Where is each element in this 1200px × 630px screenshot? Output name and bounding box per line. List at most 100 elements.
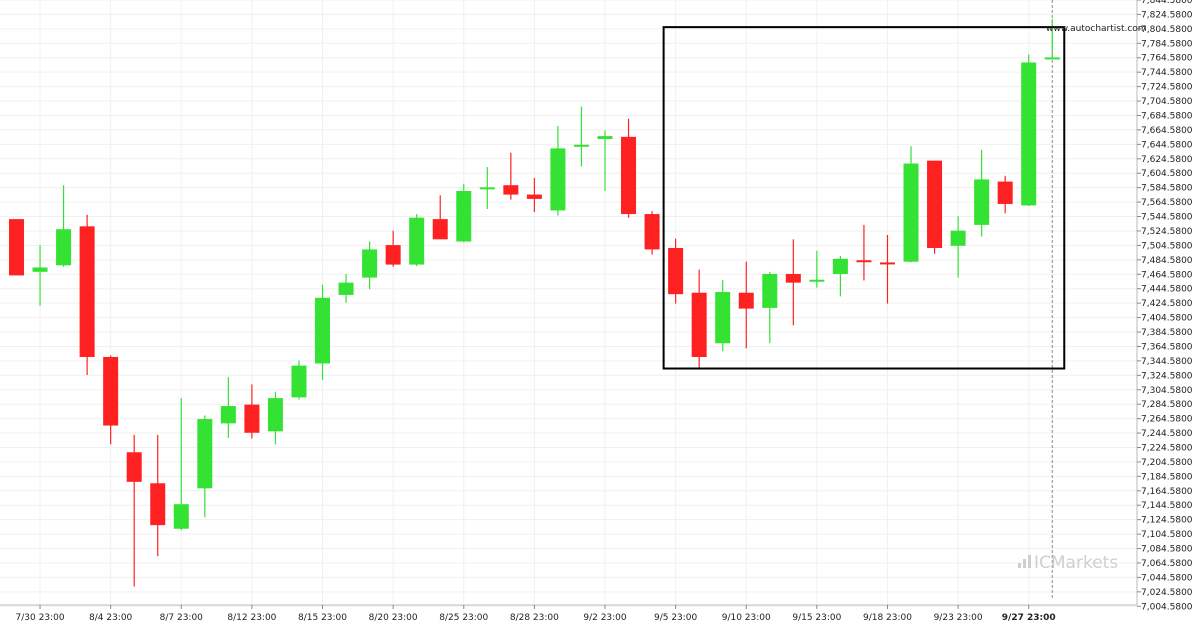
candle-bearish bbox=[785, 239, 801, 326]
candle-bearish bbox=[856, 224, 872, 281]
y-tick-label: 7,164.5800 bbox=[1141, 487, 1193, 497]
candle-bullish bbox=[338, 273, 354, 303]
candle-body bbox=[997, 181, 1013, 204]
candle-body bbox=[1044, 57, 1060, 60]
y-tick-label: 7,244.5800 bbox=[1141, 429, 1193, 439]
y-tick-label: 7,344.5800 bbox=[1141, 357, 1193, 367]
x-tick-label: 9/10 23:00 bbox=[722, 613, 771, 623]
y-tick-label: 7,524.5800 bbox=[1141, 227, 1193, 237]
y-tick-label: 7,784.5800 bbox=[1141, 39, 1193, 49]
candle-bearish bbox=[385, 230, 401, 267]
y-tick-label: 7,684.5800 bbox=[1141, 111, 1193, 121]
candle-bullish bbox=[173, 398, 189, 531]
candle-bearish bbox=[997, 175, 1013, 214]
candle-bearish bbox=[691, 269, 707, 369]
y-tick-label: 7,804.5800 bbox=[1141, 25, 1193, 35]
candle-body bbox=[974, 179, 990, 225]
x-tick-label: 8/12 23:00 bbox=[227, 613, 276, 623]
candle-bearish bbox=[927, 160, 943, 254]
y-tick-label: 7,764.5800 bbox=[1141, 54, 1193, 64]
y-tick-label: 7,364.5800 bbox=[1141, 342, 1193, 352]
candle-bullish bbox=[197, 415, 213, 518]
y-tick-label: 7,004.5800 bbox=[1141, 602, 1193, 612]
candle-body bbox=[809, 279, 825, 282]
y-tick-label: 7,824.5800 bbox=[1141, 10, 1193, 20]
candle-body bbox=[150, 483, 166, 526]
pattern-box bbox=[662, 26, 1066, 370]
candle-body bbox=[291, 365, 307, 398]
candle-body bbox=[197, 419, 213, 489]
candle-bearish bbox=[79, 214, 95, 376]
y-tick-label: 7,284.5800 bbox=[1141, 400, 1193, 410]
candle-bearish bbox=[644, 211, 660, 255]
candle-body bbox=[56, 229, 72, 266]
y-tick-label: 7,264.5800 bbox=[1141, 415, 1193, 425]
y-tick-label: 7,604.5800 bbox=[1141, 169, 1193, 179]
candle-body bbox=[573, 144, 589, 147]
candle-body bbox=[526, 194, 542, 199]
y-axis: 7,004.5800 7,024.5800 7,044.5800 7,064.5800… bbox=[1137, 0, 1193, 612]
x-tick-label: 8/15 23:00 bbox=[298, 613, 347, 623]
y-tick-label: 7,064.5800 bbox=[1141, 559, 1193, 569]
brand-bars-icon bbox=[1018, 555, 1031, 568]
y-tick-label: 7,844.5800 bbox=[1141, 0, 1193, 6]
y-tick-label: 7,404.5800 bbox=[1141, 314, 1193, 324]
candle-bullish bbox=[409, 214, 425, 267]
x-tick-label: 8/7 23:00 bbox=[160, 613, 204, 623]
y-tick-label: 7,204.5800 bbox=[1141, 458, 1193, 468]
y-tick-label: 7,664.5800 bbox=[1141, 126, 1193, 136]
candle-bullish bbox=[479, 167, 495, 210]
candle-body bbox=[173, 504, 189, 529]
x-tick-label: 9/23 23:00 bbox=[934, 613, 983, 623]
candle-bullish bbox=[762, 271, 778, 344]
candle-bearish bbox=[126, 434, 142, 587]
candle-body bbox=[503, 185, 519, 195]
x-tick-label: 9/15 23:00 bbox=[792, 613, 841, 623]
candle-body bbox=[762, 273, 778, 308]
candle-body bbox=[32, 267, 48, 272]
candle-bearish bbox=[244, 384, 260, 439]
y-tick-label: 7,584.5800 bbox=[1141, 184, 1193, 194]
y-tick-label: 7,624.5800 bbox=[1141, 155, 1193, 165]
candle-body bbox=[432, 219, 448, 240]
candle-bullish bbox=[1044, 19, 1060, 60]
candle-bearish bbox=[150, 434, 166, 557]
brand-logo: ICMarkets bbox=[1018, 553, 1118, 573]
candle-bearish bbox=[668, 238, 684, 304]
y-tick-label: 7,224.5800 bbox=[1141, 443, 1193, 453]
candle-bullish bbox=[573, 106, 589, 167]
candle-body bbox=[103, 356, 119, 426]
candle-body bbox=[338, 282, 354, 295]
candle-body bbox=[668, 247, 684, 295]
candle-body bbox=[79, 226, 95, 357]
candle-body bbox=[715, 292, 731, 344]
y-tick-label: 7,324.5800 bbox=[1141, 371, 1193, 381]
candle-body bbox=[832, 258, 848, 274]
candle-body bbox=[903, 163, 919, 262]
y-tick-label: 7,464.5800 bbox=[1141, 270, 1193, 280]
candle-body bbox=[950, 230, 966, 246]
candle-bullish bbox=[950, 216, 966, 278]
candle-body bbox=[9, 219, 24, 276]
x-tick-label: 9/27 23:00 bbox=[1002, 613, 1056, 623]
y-tick-label: 7,504.5800 bbox=[1141, 241, 1193, 251]
candle-body bbox=[244, 404, 260, 433]
x-tick-label: 9/5 23:00 bbox=[654, 613, 698, 623]
y-tick-label: 7,564.5800 bbox=[1141, 198, 1193, 208]
candle-body bbox=[738, 292, 754, 309]
y-tick-label: 7,544.5800 bbox=[1141, 213, 1193, 223]
candle-bullish bbox=[56, 185, 72, 267]
y-tick-label: 7,704.5800 bbox=[1141, 97, 1193, 107]
y-tick-label: 7,144.5800 bbox=[1141, 501, 1193, 511]
candle-body bbox=[927, 160, 943, 248]
grid-lines bbox=[0, 0, 1137, 607]
candle-bearish bbox=[526, 177, 542, 212]
candle-body bbox=[409, 217, 425, 265]
candle-bearish bbox=[103, 355, 119, 445]
watermark-url: www.autochartist.com bbox=[1046, 24, 1147, 34]
candle-bullish bbox=[291, 360, 307, 400]
candle-body bbox=[385, 245, 401, 265]
candle-bullish bbox=[362, 241, 378, 290]
candle-bearish bbox=[503, 152, 519, 200]
y-tick-label: 7,084.5800 bbox=[1141, 545, 1193, 555]
